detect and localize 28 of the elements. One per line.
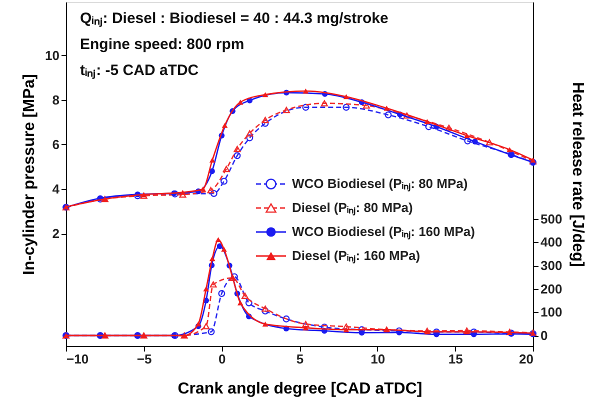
x-tick-label: −10 <box>66 352 89 366</box>
y-axis-title: In-cylinder pressure [MPa] <box>21 74 38 275</box>
y2-tick-label: 100 <box>540 304 562 320</box>
y2-tick-label: 400 <box>540 234 562 250</box>
x-tick-label: −5 <box>136 352 152 366</box>
legend-label: WCO Biodiesel (Pᵢₙⱼ: 160 MPa) <box>292 224 475 240</box>
y-tick-label: 4 <box>52 182 60 197</box>
legend-label: WCO Biodiesel (Pᵢₙⱼ: 80 MPa) <box>292 176 468 192</box>
x-tick-label: 15 <box>448 352 463 366</box>
x-tick-label: 5 <box>296 352 304 366</box>
y-tick-label: 2 <box>52 226 60 242</box>
annotation: Qᵢₙⱼ: Diesel : Biodiesel = 40 : 44.3 mg/stroke <box>80 10 388 27</box>
x-axis-title: Crank angle degree [CAD aTDC] <box>178 380 422 398</box>
y2-axis-title: Heat release rate [J/deg] <box>569 82 586 267</box>
x-tick-label: 20 <box>519 352 534 366</box>
annotation: Engine speed: 800 rpm <box>80 36 244 53</box>
annotation: tᵢₙⱼ: -5 CAD aTDC <box>80 62 199 79</box>
y2-tick-label: 500 <box>540 211 562 226</box>
y2-tick-label: 300 <box>540 258 562 274</box>
y2-tick-label: 0 <box>540 328 548 344</box>
y-tick-label: 10 <box>45 48 60 63</box>
legend-label: Diesel (Pᵢₙⱼ: 160 MPa) <box>292 248 420 264</box>
y-tick-label: 8 <box>52 92 60 108</box>
x-tick-label: 10 <box>370 352 386 366</box>
legend-label: Diesel (Pᵢₙⱼ: 80 MPa) <box>292 200 413 216</box>
y-tick-label: 6 <box>52 137 60 152</box>
y2-tick-label: 200 <box>540 281 562 296</box>
x-tick-label: 0 <box>218 352 226 366</box>
